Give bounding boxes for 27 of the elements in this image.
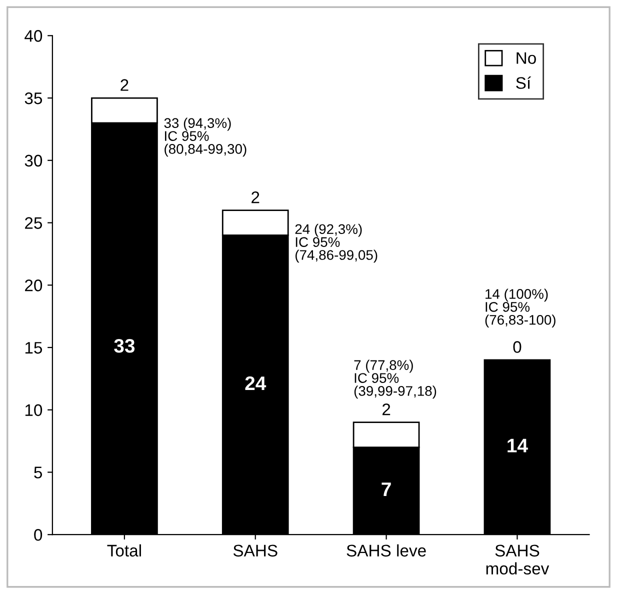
legend-label: Sí bbox=[516, 76, 532, 89]
y-tick-label: 35 bbox=[24, 92, 42, 104]
data-label: 14 bbox=[508, 438, 528, 452]
data-label: 2 bbox=[120, 79, 128, 91]
data-label: 24 bbox=[245, 376, 266, 390]
y-tick-label: 40 bbox=[24, 30, 42, 42]
annotation: 24 (92,3%) IC 95% (74,86-99,05) bbox=[295, 224, 378, 263]
legend-label: No bbox=[516, 52, 536, 64]
annotation: 33 (94,3%) IC 95% (80,84-99,30) bbox=[164, 118, 246, 157]
annotation: 7 (77,8%) IC 95% (39,99-97,18) bbox=[354, 360, 436, 399]
y-tick-label: 10 bbox=[25, 404, 42, 416]
data-label: 7 bbox=[382, 482, 391, 496]
y-tick-label: 15 bbox=[25, 342, 42, 354]
x-tick-label: SAHS leve bbox=[346, 544, 426, 557]
y-tick-label: 0 bbox=[34, 529, 42, 541]
x-tick-label: SAHS mod-sev bbox=[486, 544, 550, 575]
data-label: 0 bbox=[513, 341, 522, 353]
y-tick-label: 20 bbox=[25, 280, 42, 292]
y-tick-label: 30 bbox=[24, 154, 42, 167]
y-tick-label: 5 bbox=[34, 466, 42, 478]
annotation: 14 (100%) IC 95% (76,83-100) bbox=[485, 288, 556, 328]
x-tick-label: Total bbox=[107, 544, 141, 557]
y-tick-label: 25 bbox=[25, 217, 42, 229]
data-label: 2 bbox=[252, 191, 260, 204]
data-label: 33 bbox=[114, 338, 135, 353]
x-tick-label: SAHS bbox=[233, 544, 278, 557]
data-label: 2 bbox=[382, 403, 390, 416]
